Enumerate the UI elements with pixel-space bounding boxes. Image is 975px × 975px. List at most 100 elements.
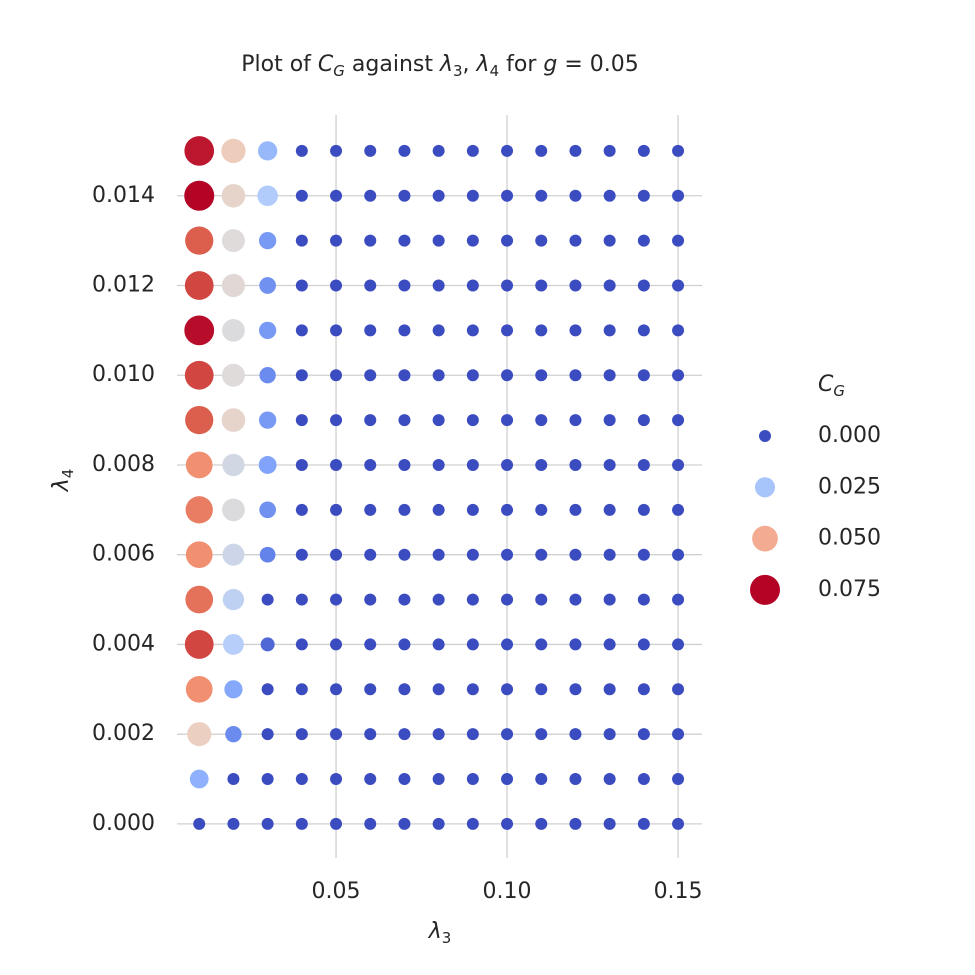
- point: [259, 367, 276, 384]
- point: [603, 593, 616, 606]
- point: [535, 189, 548, 202]
- point: [466, 503, 479, 516]
- point: [603, 189, 616, 202]
- point: [227, 817, 240, 830]
- point: [221, 138, 246, 164]
- point: [535, 234, 548, 247]
- point: [672, 683, 685, 696]
- point: [672, 728, 685, 741]
- point: [466, 638, 479, 651]
- point: [569, 773, 582, 786]
- point: [184, 180, 215, 211]
- legend-label: 0.050: [818, 526, 881, 551]
- point: [185, 541, 213, 569]
- point: [330, 189, 343, 202]
- point: [330, 773, 343, 786]
- point: [637, 414, 650, 427]
- point: [603, 638, 616, 651]
- point: [295, 817, 308, 830]
- point: [569, 189, 582, 202]
- y-tick-label: 0.000: [92, 811, 155, 836]
- point: [535, 728, 548, 741]
- point: [261, 728, 274, 741]
- point: [364, 234, 377, 247]
- point: [432, 817, 445, 830]
- point: [295, 728, 308, 741]
- point: [398, 683, 411, 696]
- point: [466, 548, 479, 561]
- point: [603, 324, 616, 337]
- point: [258, 411, 277, 429]
- point: [569, 593, 582, 606]
- point: [466, 279, 479, 292]
- point: [295, 683, 308, 696]
- point: [501, 773, 514, 786]
- point: [637, 683, 650, 696]
- point: [364, 728, 377, 741]
- legend-title-part: C: [818, 372, 834, 397]
- point: [295, 638, 308, 651]
- label-part: λ: [49, 478, 74, 492]
- legend-title: CG: [818, 372, 845, 400]
- point: [501, 593, 514, 606]
- point: [535, 324, 548, 337]
- point: [672, 144, 685, 157]
- point: [330, 593, 343, 606]
- point: [535, 593, 548, 606]
- point: [330, 234, 343, 247]
- point: [398, 144, 411, 157]
- point: [637, 189, 650, 202]
- point: [364, 683, 377, 696]
- point: [603, 144, 616, 157]
- point: [501, 728, 514, 741]
- legend-label: 0.000: [818, 423, 881, 448]
- point: [364, 638, 377, 651]
- point: [193, 817, 206, 830]
- point: [432, 189, 445, 202]
- point: [432, 773, 445, 786]
- point: [637, 144, 650, 157]
- point: [501, 144, 514, 157]
- legend-marker: [750, 574, 780, 605]
- point: [184, 315, 215, 346]
- point: [364, 548, 377, 561]
- point: [432, 458, 445, 471]
- legend-marker: [754, 477, 776, 498]
- legend-title-part: G: [833, 382, 845, 400]
- point: [672, 548, 685, 561]
- y-axis-label: λ4: [49, 469, 77, 493]
- y-tick-label: 0.010: [92, 362, 155, 387]
- point: [432, 234, 445, 247]
- point: [569, 503, 582, 516]
- y-tick-label: 0.006: [92, 542, 155, 567]
- point: [225, 725, 242, 743]
- x-axis-label: λ3: [428, 919, 452, 947]
- point: [330, 728, 343, 741]
- point: [637, 593, 650, 606]
- point: [466, 683, 479, 696]
- point: [535, 369, 548, 382]
- point: [223, 634, 244, 655]
- point: [466, 324, 479, 337]
- point: [184, 360, 214, 390]
- point: [672, 638, 685, 651]
- point: [432, 324, 445, 337]
- point: [224, 680, 243, 699]
- point: [257, 185, 278, 207]
- point: [295, 324, 308, 337]
- point: [535, 817, 548, 830]
- point: [295, 189, 308, 202]
- point: [330, 638, 343, 651]
- point: [432, 369, 445, 382]
- point: [501, 324, 514, 337]
- point: [295, 279, 308, 292]
- point: [432, 683, 445, 696]
- point: [466, 414, 479, 427]
- point: [295, 773, 308, 786]
- point: [330, 414, 343, 427]
- point: [259, 546, 276, 563]
- point: [569, 279, 582, 292]
- point: [569, 728, 582, 741]
- point: [330, 279, 343, 292]
- point: [501, 414, 514, 427]
